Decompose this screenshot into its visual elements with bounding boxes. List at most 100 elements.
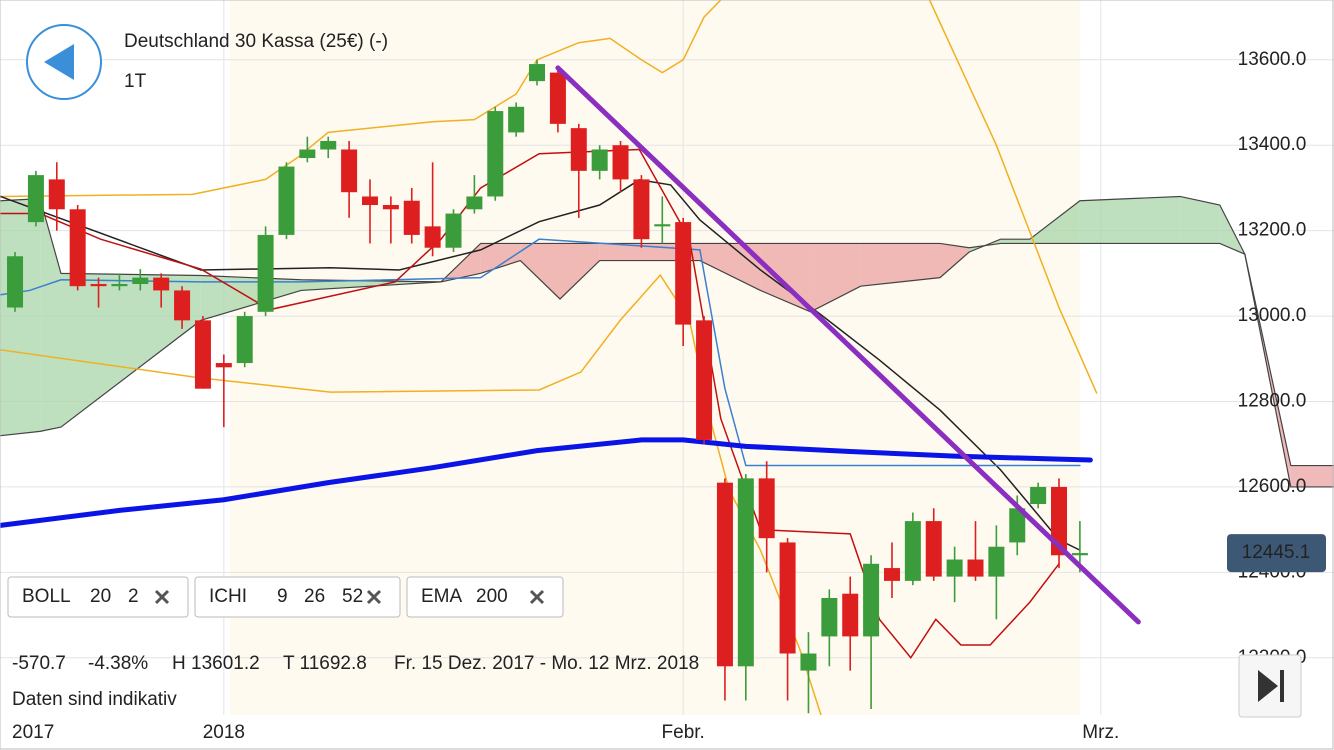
cloud-line: [0, 195, 1334, 488]
indicator-chip[interactable]: [194, 576, 401, 618]
cloud-segment: [1180, 196, 1220, 244]
candle-body: [174, 290, 191, 321]
candle-body: [800, 653, 817, 671]
remove-icon[interactable]: [529, 589, 545, 605]
candle-body: [925, 521, 942, 577]
note: Daten sind indikativ: [12, 689, 177, 710]
cloud-segment: [1029, 200, 1080, 244]
candle-body: [946, 559, 963, 577]
candle-body: [1051, 486, 1068, 556]
candle-body: [153, 277, 170, 291]
candle-body: [466, 196, 483, 210]
cloud-segment: [1079, 196, 1181, 244]
candle-body: [445, 213, 462, 248]
candle-body: [27, 175, 44, 223]
candle-body: [988, 546, 1005, 577]
candle-body: [696, 320, 713, 440]
stat: T 11692.8: [283, 653, 367, 674]
indicator-param: 52: [342, 586, 363, 607]
line-series: [0, 238, 1081, 467]
candle-body: [821, 597, 838, 637]
candle-body: [90, 284, 107, 287]
candle-body: [194, 320, 211, 389]
cloud-segment: [699, 243, 761, 291]
play-icon: [1258, 670, 1284, 702]
candle-body: [737, 478, 754, 667]
y-tick-label: 12800.0: [1238, 391, 1307, 412]
title: Deutschland 30 Kassa (25€) (-): [124, 31, 388, 52]
candle-body: [758, 478, 775, 539]
candle-body: [612, 145, 629, 180]
candle-body: [779, 542, 796, 654]
x-tick-label: 2018: [203, 722, 245, 743]
candle-body: [424, 226, 441, 248]
candle-body: [320, 140, 337, 150]
candle-body: [633, 179, 650, 240]
candle-body: [403, 200, 420, 235]
candle-body: [842, 593, 859, 637]
cloud-segment: [1290, 465, 1334, 487]
candle-body: [1030, 486, 1047, 505]
candle-body: [570, 128, 587, 171]
back-icon: [44, 44, 74, 80]
y-tick-label: 12600.0: [1238, 476, 1307, 497]
cloud-segment: [60, 273, 201, 428]
remove-icon[interactable]: [366, 589, 382, 605]
indicator-name: BOLL: [22, 586, 71, 607]
price-tag: [1227, 534, 1326, 573]
cloud-segment: [1000, 239, 1030, 244]
indicator-chip[interactable]: [7, 576, 189, 618]
y-tick-label: 13200.0: [1238, 220, 1307, 241]
candle-body: [341, 149, 358, 193]
line-series: [0, 437, 1093, 528]
cloud-segment: [0, 198, 41, 436]
indicator-param: 20: [90, 586, 111, 607]
indicator-param: 26: [304, 586, 325, 607]
candle-body: [132, 277, 149, 285]
candle-body: [1009, 508, 1026, 543]
remove-icon[interactable]: [154, 589, 170, 605]
candle-body: [1071, 553, 1088, 556]
candle-body: [716, 482, 733, 667]
candle-body: [111, 284, 128, 287]
x-tick-label: Mrz.: [1082, 722, 1119, 743]
plot: [0, 0, 1334, 716]
candle-body: [863, 563, 880, 637]
cloud-segment: [559, 243, 600, 299]
candle-body: [904, 521, 921, 581]
candle-body: [675, 222, 692, 325]
candle-body: [549, 72, 566, 124]
cloud-segment: [860, 243, 941, 287]
candle-body: [299, 149, 316, 159]
y-tick-label: 13600.0: [1238, 49, 1307, 70]
x-tick-label: 2017: [12, 722, 54, 743]
indicator-chip[interactable]: [406, 576, 564, 618]
stat: -570.7: [12, 653, 66, 674]
candle-body: [236, 316, 253, 364]
indicator-name: ICHI: [209, 586, 247, 607]
candle-body: [883, 568, 900, 581]
candle-body: [529, 64, 546, 82]
indicator-param: 2: [128, 586, 139, 607]
candle-body: [591, 149, 608, 171]
grid: [0, 0, 1334, 715]
stat: -4.38%: [88, 653, 148, 674]
period: 1T: [124, 71, 147, 92]
candle-body: [967, 559, 984, 577]
line-series: [0, 273, 822, 716]
line-series: [0, 179, 1081, 551]
candle-body: [278, 166, 295, 235]
candle-body: [361, 196, 378, 206]
cloud-line: [0, 242, 1334, 467]
indicator-name: EMA: [421, 586, 463, 607]
indicator-param: 9: [277, 586, 288, 607]
stat: H 13601.2: [172, 653, 260, 674]
y-tick-label: 13000.0: [1238, 305, 1307, 326]
candle-body: [508, 106, 525, 133]
cloud-segment: [520, 243, 560, 299]
indicator-param: 200: [476, 586, 508, 607]
candle-body: [257, 234, 274, 312]
x-axis-strip: [0, 715, 1334, 750]
